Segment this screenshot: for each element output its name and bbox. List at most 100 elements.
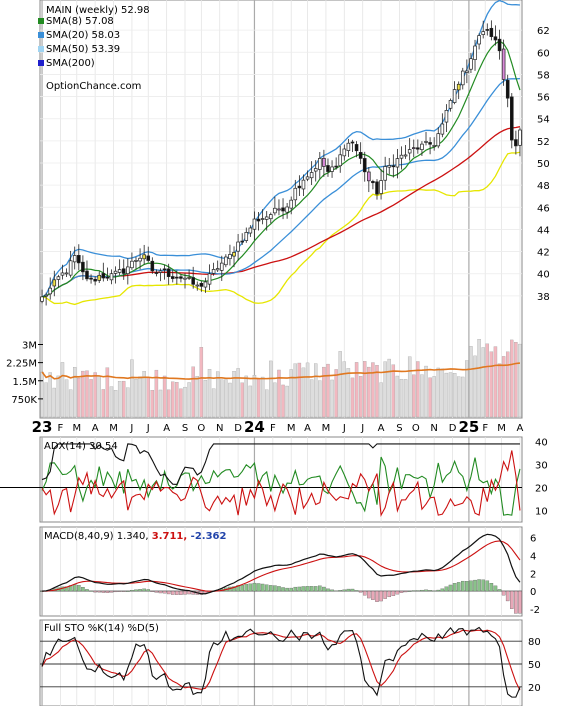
price-tick-label: 44 xyxy=(537,225,550,236)
volume-bar xyxy=(510,339,514,418)
candle-body xyxy=(403,154,408,157)
candle-body xyxy=(121,268,126,274)
candle-body xyxy=(338,154,343,167)
macd-histogram-bar xyxy=(126,590,130,592)
macd-histogram-bar xyxy=(383,590,387,599)
volume-bar xyxy=(162,375,167,418)
macd-histogram-bar xyxy=(244,584,249,592)
volume-bar xyxy=(416,361,420,418)
volume-bar xyxy=(154,369,159,418)
candle-body xyxy=(150,260,155,272)
candle-body xyxy=(81,261,85,273)
candle-body xyxy=(40,296,44,302)
macd-histogram-bar xyxy=(138,589,142,592)
candle-body xyxy=(158,270,163,273)
candle-body xyxy=(211,269,216,274)
volume-bar xyxy=(285,385,289,418)
macd-histogram-bar xyxy=(281,587,285,592)
macd-histogram-bar xyxy=(81,587,85,592)
price-tick-label: 52 xyxy=(537,137,550,148)
macd-histogram-bar xyxy=(338,590,343,592)
candle-body xyxy=(52,279,57,287)
volume-bar xyxy=(199,347,204,418)
price-panel-frame xyxy=(39,0,523,419)
candle-body xyxy=(281,207,285,212)
stoch-tick-label: 80 xyxy=(528,637,541,648)
volume-bar xyxy=(309,379,314,418)
legend-entry: SMA(50) 53.39 xyxy=(46,44,120,55)
volume-bar xyxy=(485,343,489,418)
candle-body xyxy=(428,142,432,145)
candle-body xyxy=(101,273,106,279)
macd-histogram-bar xyxy=(301,586,306,592)
x-tick-label: 25 xyxy=(458,418,479,436)
price-tick-label: 46 xyxy=(537,203,550,214)
macd-histogram-bar xyxy=(162,590,167,594)
candle-body xyxy=(501,48,506,80)
macd-signal-value: 3.711, xyxy=(152,531,191,542)
candle-body xyxy=(224,256,228,266)
candle-body xyxy=(416,147,420,150)
volume-bar xyxy=(44,382,48,418)
candle-body xyxy=(236,241,240,252)
macd-tick-label: 2 xyxy=(530,569,536,580)
macd-histogram-bar xyxy=(403,590,408,593)
x-tick-label: A xyxy=(304,423,311,434)
x-tick-label: A xyxy=(92,423,99,434)
macd-histogram-bar xyxy=(477,579,481,592)
volume-bar xyxy=(399,378,404,418)
volume-bar xyxy=(109,386,114,418)
price-tick-label: 56 xyxy=(537,93,550,104)
candle-body xyxy=(391,165,396,168)
volume-bar xyxy=(424,365,428,418)
volume-bar xyxy=(85,370,89,418)
candle-body xyxy=(318,158,322,170)
volume-bar xyxy=(138,376,142,418)
macd-histogram-bar xyxy=(260,583,265,592)
x-tick-label: F xyxy=(270,423,276,434)
candle-body xyxy=(289,199,293,209)
candle-body xyxy=(322,157,326,167)
x-tick-label: N xyxy=(216,423,223,434)
volume-bar xyxy=(473,355,477,418)
volume-bar xyxy=(391,364,396,418)
macd-tick-label: 4 xyxy=(530,551,536,562)
volume-bar xyxy=(48,372,52,418)
x-tick-label: A xyxy=(378,423,385,434)
volume-bar xyxy=(301,367,306,418)
adx-line xyxy=(41,443,520,485)
macd-histogram-bar xyxy=(130,589,134,592)
macd-histogram-bar xyxy=(89,590,93,592)
volume-bar xyxy=(444,372,449,418)
candle-body xyxy=(485,29,490,31)
chart-title: MAIN (weekly) 52.98 xyxy=(46,5,150,16)
volume-bar xyxy=(322,366,326,418)
macd-histogram-bar xyxy=(313,586,318,592)
candle-body xyxy=(330,166,334,172)
candle-body xyxy=(452,89,457,103)
volume-bar xyxy=(412,374,416,418)
macd-histogram-bar xyxy=(113,590,118,593)
volume-bar xyxy=(130,359,134,418)
source-label: OptionChance.com xyxy=(46,81,141,92)
candle-body xyxy=(142,254,146,260)
legend-swatch xyxy=(38,32,44,38)
volume-bar xyxy=(497,363,502,418)
macd-histogram-bar xyxy=(289,587,293,592)
macd-histogram-bar xyxy=(440,588,445,592)
macd-histogram-bar xyxy=(150,590,155,592)
volume-bar xyxy=(101,389,106,418)
volume-bar xyxy=(420,374,424,418)
price-tick-label: 62 xyxy=(537,26,550,37)
volume-bar xyxy=(158,389,163,418)
volume-bar xyxy=(514,342,518,418)
volume-bar xyxy=(171,381,175,418)
volume-bar xyxy=(240,382,244,418)
macd-histogram-bar xyxy=(105,590,110,593)
volume-tick-label: 1.5M xyxy=(12,377,37,388)
macd-histogram-bar xyxy=(101,590,106,593)
candle-body xyxy=(203,281,208,288)
candle-body xyxy=(342,148,347,157)
legend-swatch xyxy=(38,60,44,66)
